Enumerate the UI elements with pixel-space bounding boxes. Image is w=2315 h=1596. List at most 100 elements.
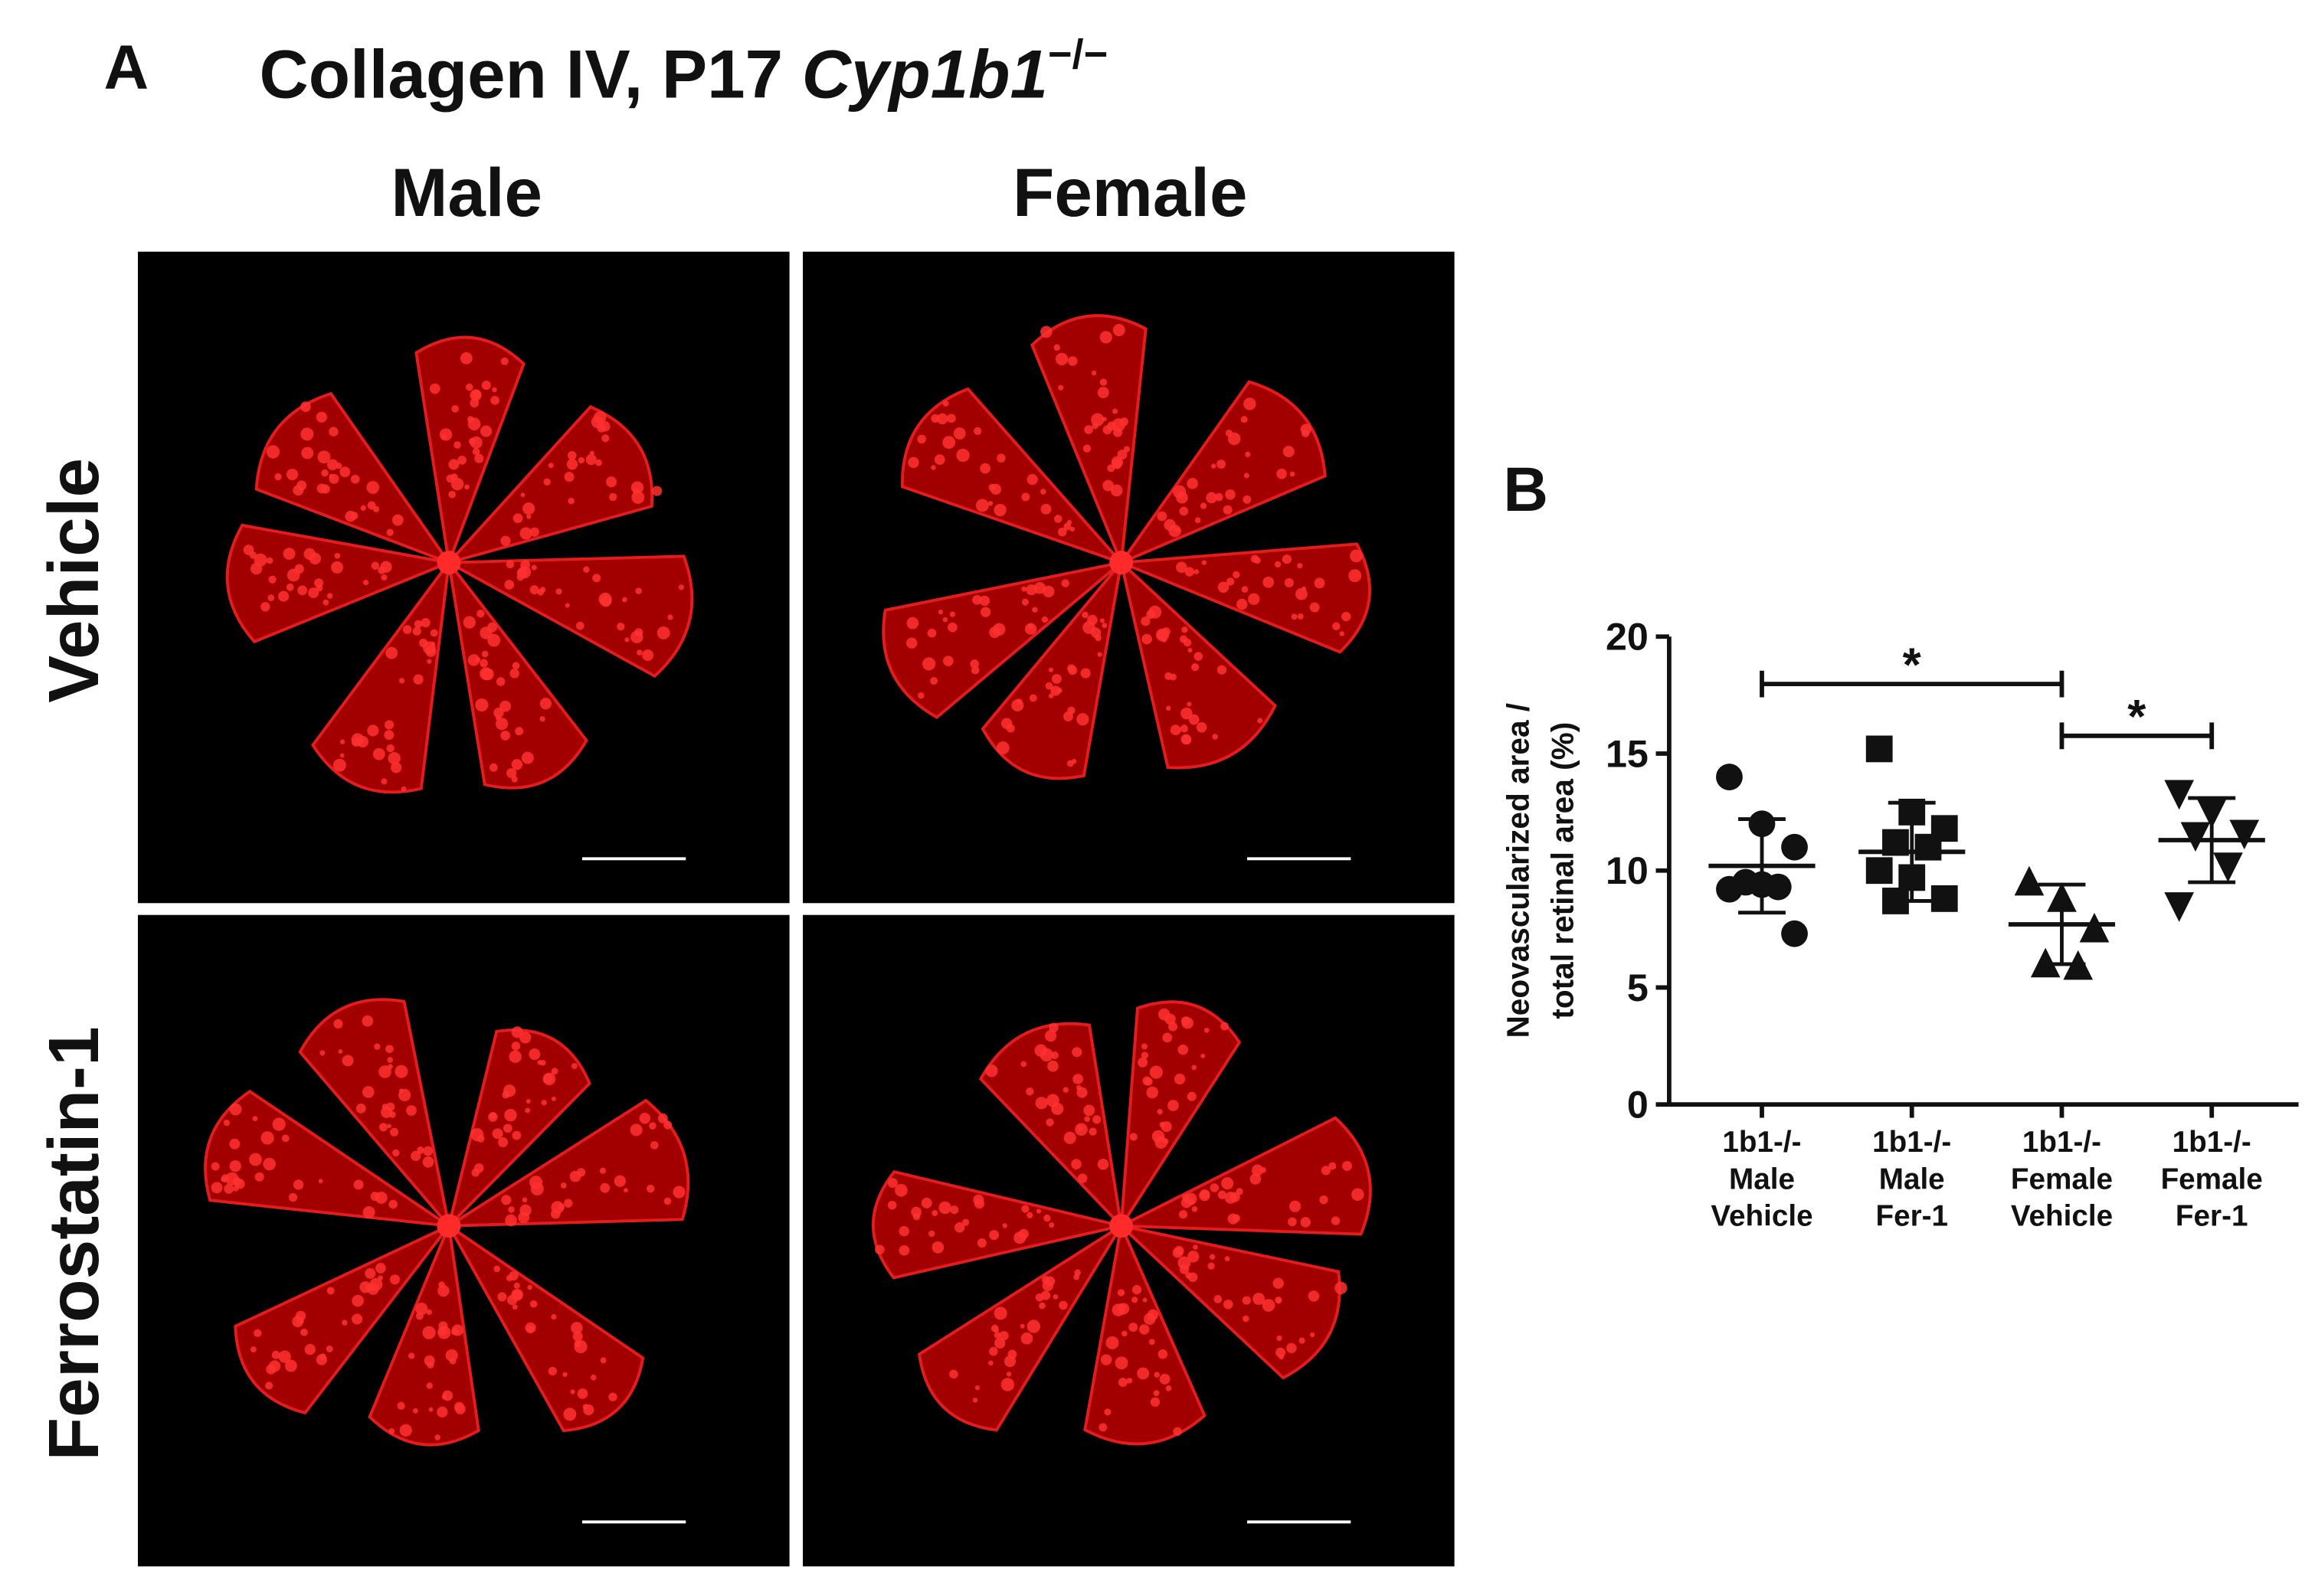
spot [492,1128,503,1140]
spot [431,641,435,646]
spot [1341,1160,1352,1171]
spot [428,1407,434,1412]
petal [882,561,1122,719]
spot [417,1146,424,1154]
spot [1027,474,1038,486]
spot [938,1201,951,1215]
x-tick-label: 1b1-/- [2022,1126,2101,1159]
spot [1209,1254,1216,1260]
spot [425,646,437,657]
spot [384,730,395,741]
spot [365,1267,376,1279]
spot [1339,631,1344,636]
spot [362,1086,375,1098]
spot [1172,1247,1184,1258]
spot [388,1199,398,1209]
spot [319,1050,326,1056]
spot [388,1428,395,1434]
spot [1216,665,1227,675]
spot [1167,1100,1179,1111]
spot [1308,1290,1320,1302]
spot [500,357,509,365]
spot [1153,1390,1160,1397]
spot [397,1401,405,1410]
spot [1191,1205,1198,1212]
spot [1055,352,1069,366]
spot [342,1320,348,1326]
spot [1200,1053,1206,1058]
spot [503,1084,516,1097]
spot [946,414,956,424]
spot [1102,479,1114,492]
spot [1002,1223,1007,1228]
data-point [2213,852,2243,882]
data-point [1716,875,1743,903]
spot [1187,1272,1198,1283]
spot [1173,1427,1182,1436]
spot [1262,1299,1275,1312]
spot [1097,1159,1109,1170]
spot [374,1043,381,1050]
spot [568,450,577,460]
spot [1164,672,1173,680]
spot [1105,1336,1119,1349]
spot [999,1331,1009,1341]
spot [413,674,424,685]
spot [639,1113,650,1124]
spot [942,616,948,623]
spot [1194,652,1203,661]
spot [1056,687,1063,694]
spot [1043,585,1055,597]
spot [1220,1022,1229,1031]
spot [667,614,673,620]
spot [1021,1205,1030,1213]
spot [398,678,405,684]
spot [583,566,590,573]
y-axis-label: total retinal area (%) [1544,722,1580,1019]
spot [1276,468,1287,479]
spot [1297,563,1303,569]
spot [564,472,575,482]
spot [1138,1324,1150,1335]
spot [412,626,421,636]
spot [592,574,601,583]
spot [492,387,497,393]
spot [1027,1212,1033,1218]
spot [1210,463,1216,469]
spot [1159,1121,1166,1128]
spot [381,574,388,581]
spot [427,659,432,664]
spot [994,1307,1007,1320]
spot [470,436,483,449]
spot [1066,760,1074,767]
spot [1282,446,1295,458]
data-point [2180,822,2211,852]
spot [367,501,376,510]
spot [1206,492,1217,504]
spot [1245,451,1251,458]
spot [506,560,515,569]
spot [617,622,625,631]
spot [1102,623,1108,629]
spot [624,637,630,643]
spot [1240,416,1248,424]
spot [1260,1167,1266,1173]
spot [1076,1084,1082,1091]
spot [314,578,324,588]
spot [1180,707,1193,720]
column-label: Female [1013,155,1247,231]
spot [475,698,489,712]
spot [388,751,401,765]
spot [531,564,537,571]
optic-disc [437,551,461,575]
spot [509,668,519,679]
spot [381,778,388,785]
spot [451,1324,463,1336]
spot [415,1312,424,1320]
x-tick-label: Vehicle [1711,1200,1812,1233]
x-tick-label: Female [2161,1163,2263,1195]
spot [911,1206,922,1218]
x-tick-label: Fer-1 [1875,1200,1948,1233]
spot [450,473,458,481]
